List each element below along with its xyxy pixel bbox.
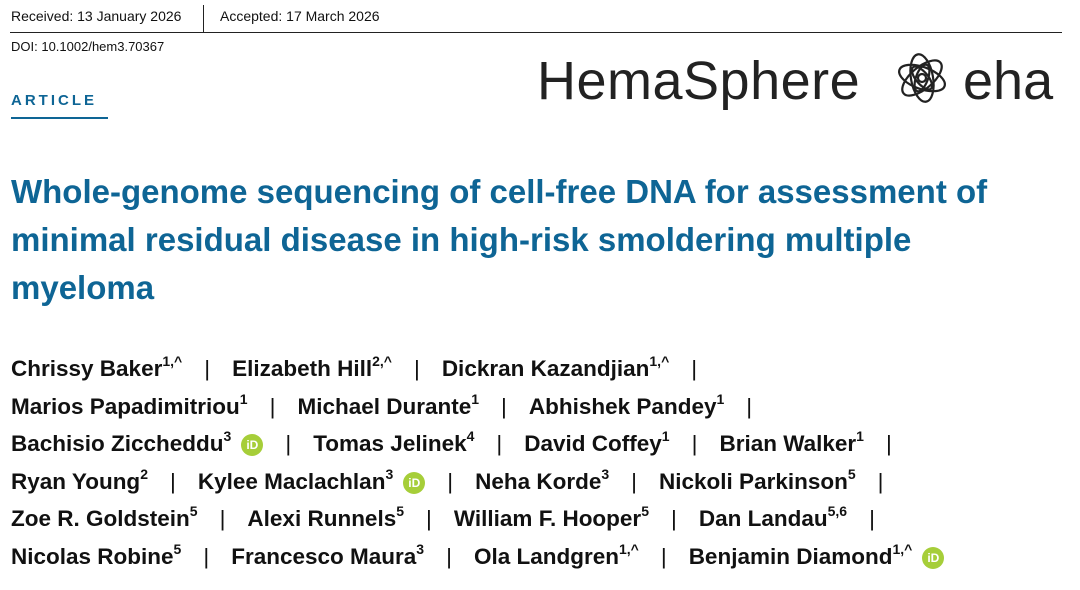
- author-line: Chrissy Baker1,^ | Elizabeth Hill2,^ | Dickr…: [11, 350, 944, 388]
- separator: |: [219, 506, 226, 531]
- affiliation: 1: [856, 428, 864, 444]
- affiliation: 3: [385, 465, 394, 482]
- separator: |: [501, 393, 507, 419]
- affiliation: 5: [396, 503, 405, 519]
- separator: |: [413, 356, 420, 381]
- author-name[interactable]: Ryan Young: [11, 468, 141, 494]
- affiliation: 1: [716, 390, 725, 407]
- separator: |: [885, 431, 892, 456]
- author-name[interactable]: Nickoli Parkinson: [659, 468, 848, 494]
- author-line: Marios Papadimitriou1 | Michael Durante1 | A…: [11, 388, 944, 426]
- affiliation: 2,^: [372, 353, 392, 369]
- separator: |: [671, 506, 677, 531]
- affiliation: 5: [189, 503, 198, 519]
- orcid-icon[interactable]: iD: [922, 546, 945, 569]
- author-name[interactable]: Marios Papadimitriou: [11, 393, 240, 419]
- author-name[interactable]: Ola Landgren: [473, 543, 619, 569]
- author-name[interactable]: Neha Korde: [475, 468, 602, 494]
- author-line: Ryan Young2 | Kylee Maclachlan3iD | Neha Kor…: [11, 463, 944, 501]
- society-name: eha: [963, 51, 1054, 111]
- separator: |: [691, 431, 698, 456]
- affiliation: 4: [466, 428, 475, 444]
- author-name[interactable]: Kylee Maclachlan: [197, 468, 386, 494]
- accepted-date: Accepted: 17 March 2026: [220, 8, 380, 24]
- author-line: Bachisio Ziccheddu3 iD | Tomas Jelinek4 | Dav…: [11, 425, 944, 463]
- author-name[interactable]: Alexi Runnels: [247, 506, 397, 531]
- affiliation: 5: [173, 540, 182, 557]
- author-name[interactable]: Benjamin Diamond: [688, 543, 893, 569]
- received-date: Received: 13 January 2026: [11, 8, 182, 24]
- author-name[interactable]: Elizabeth Hill: [232, 356, 373, 381]
- author-name[interactable]: Abhishek Pandey: [528, 393, 717, 419]
- separator: |: [869, 506, 875, 531]
- author-name[interactable]: Nicolas Robine: [11, 543, 174, 569]
- author-name[interactable]: Michael Durante: [297, 393, 472, 419]
- section-underline: [11, 117, 108, 119]
- affiliation: 5: [847, 465, 856, 482]
- affiliation: 1,^: [892, 540, 913, 557]
- author-name[interactable]: William F. Hooper: [453, 506, 642, 531]
- affiliation: 3: [416, 540, 425, 557]
- author-name[interactable]: Brian Walker: [719, 431, 857, 456]
- divider: [203, 5, 204, 32]
- author-name[interactable]: Dickran Kazandjian: [441, 356, 650, 381]
- author-name[interactable]: Dan Landau: [698, 506, 828, 531]
- affiliation: 1: [239, 390, 248, 407]
- affiliation: 1,^: [618, 540, 639, 557]
- affiliation: 5,6: [827, 503, 848, 519]
- separator: |: [285, 431, 292, 456]
- author-list: Chrissy Baker1,^ | Elizabeth Hill2,^ | Dickr…: [11, 350, 945, 576]
- separator: |: [691, 356, 698, 381]
- orcid-icon[interactable]: iD: [403, 471, 426, 494]
- affiliation: 1: [471, 390, 480, 407]
- affiliation: 3: [601, 465, 610, 482]
- affiliation: 1,^: [649, 353, 670, 369]
- separator: |: [426, 506, 432, 531]
- affiliation: 3: [223, 428, 232, 444]
- header-rule: [10, 32, 1062, 33]
- separator: |: [447, 468, 454, 494]
- author-name[interactable]: Tomas Jelinek: [313, 431, 467, 456]
- author-name[interactable]: David Coffey: [524, 431, 662, 456]
- journal-logo: [898, 53, 946, 103]
- author-line: Nicolas Robine5 | Francesco Maura3 | Ola Lan…: [11, 538, 945, 576]
- separator: |: [496, 431, 503, 456]
- journal-name: HemaSphere: [537, 51, 861, 111]
- article-title: Whole-genome sequencing of cell-free DNA…: [11, 173, 988, 306]
- author-name[interactable]: Zoe R. Goldstein: [11, 506, 190, 531]
- affiliation: 1,^: [162, 353, 183, 369]
- separator: |: [169, 468, 176, 494]
- separator: |: [446, 543, 452, 569]
- affiliation: 2: [140, 465, 148, 482]
- section-label: ARTICLE: [11, 92, 97, 109]
- separator: |: [746, 393, 753, 419]
- separator: |: [631, 468, 638, 494]
- separator: |: [269, 393, 276, 419]
- author-name[interactable]: Chrissy Baker: [11, 356, 163, 381]
- affiliation: 1: [661, 428, 670, 444]
- separator: |: [877, 468, 884, 494]
- author-name[interactable]: Bachisio Ziccheddu: [11, 431, 224, 456]
- author-name[interactable]: Francesco Maura: [231, 543, 417, 569]
- separator: |: [203, 543, 210, 569]
- affiliation: 5: [641, 503, 649, 519]
- author-line: Zoe R. Goldstein5 | Alexi Runnels5 | William…: [11, 500, 944, 538]
- orcid-icon[interactable]: iD: [241, 434, 264, 456]
- separator: |: [660, 543, 667, 569]
- doi[interactable]: DOI: 10.1002/hem3.70367: [11, 39, 165, 54]
- separator: |: [204, 356, 211, 381]
